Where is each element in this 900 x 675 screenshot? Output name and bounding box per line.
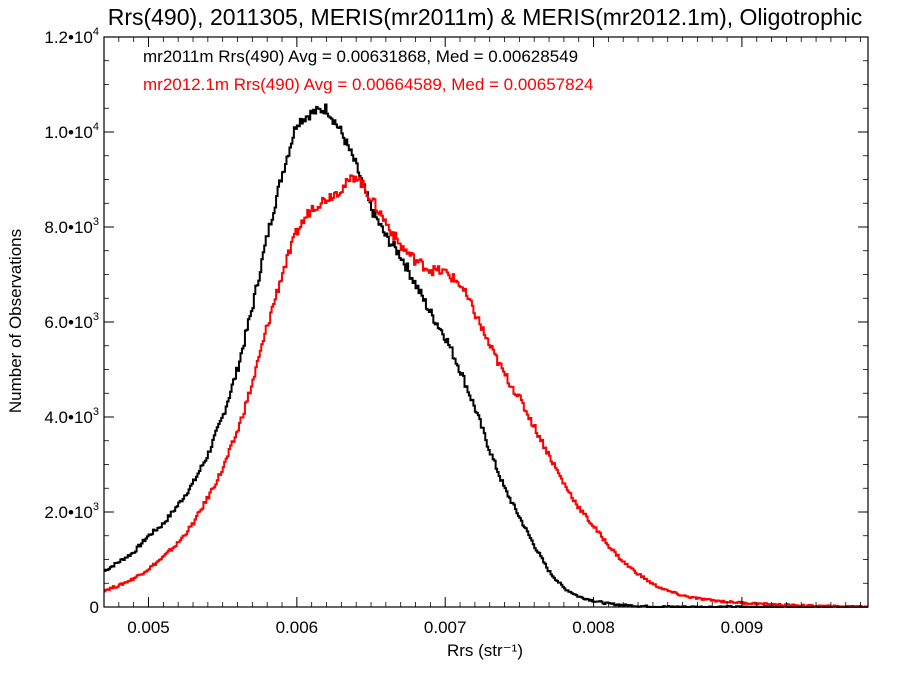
y-tick-label: 1.2•104 [44,26,99,47]
series-line-mr2011m [104,103,868,608]
annotation-mr2011m: mr2011m Rrs(490) Avg = 0.00631868, Med =… [143,47,578,66]
chart-title: Rrs(490), 2011305, MERIS(mr2011m) & MERI… [108,4,863,30]
y-tick-exponent: 4 [93,121,99,133]
y-tick-exponent: 3 [93,311,99,323]
y-tick-label: 4.0•103 [44,406,99,427]
series-line-mr2012-1m [104,174,868,608]
x-tick-label: 0.007 [424,618,467,637]
y-axis-label: Number of Observations [6,229,25,413]
y-tick-mantissa: 4.0•10 [44,408,93,427]
plot-frame [103,36,869,608]
x-tick-label: 0.005 [127,618,170,637]
y-tick-label: 2.0•103 [44,501,99,522]
y-tick-exponent: 4 [93,26,99,38]
y-tick-label: 6.0•103 [44,311,99,332]
y-tick-exponent: 3 [93,216,99,228]
x-axis-label: Rrs (str⁻¹) [447,641,523,660]
y-tick-label: 8.0•103 [44,216,99,237]
y-tick-mantissa: 2.0•10 [44,503,93,522]
y-tick-mantissa: 1.2•10 [44,28,93,47]
annotation-mr2012-1m: mr2012.1m Rrs(490) Avg = 0.00664589, Med… [143,75,594,94]
series-layer [104,103,868,608]
y-tick-mantissa: 0 [90,598,99,617]
y-tick-mantissa: 1.0•10 [44,123,93,142]
x-tick-label: 0.009 [721,618,764,637]
x-tick-label: 0.008 [572,618,615,637]
y-tick-mantissa: 6.0•10 [44,313,93,332]
y-tick-exponent: 3 [93,406,99,418]
y-tick-label: 0 [90,598,99,617]
y-tick-exponent: 3 [93,501,99,513]
y-tick-mantissa: 8.0•10 [44,218,93,237]
x-tick-label: 0.006 [276,618,319,637]
y-tick-label: 1.0•104 [44,121,99,142]
axes-layer: 0.005 0.006 0.007 0.008 0.00902.0•1034.0•103… [44,26,869,637]
